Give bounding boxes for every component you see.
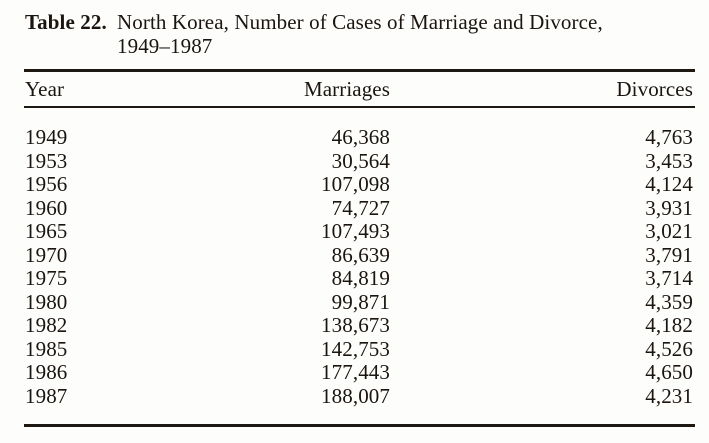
table-header-row: Year Marriages Divorces (24, 70, 695, 108)
marriages-cell: 30,564 (331, 148, 390, 173)
year-cell: 1965 (25, 219, 68, 243)
year-cell: 1949 (25, 125, 68, 149)
marriages-cell: 46,368 (331, 125, 390, 149)
column-header-year: Year (24, 70, 134, 108)
divorces-cell: 4,763 (645, 125, 693, 149)
table-caption-title: North Korea, Number of Cases of Marriage… (117, 10, 603, 58)
table-caption: Table 22. North Korea, Number of Cases o… (25, 10, 603, 58)
marriages-cell: 107,098 (321, 172, 390, 196)
year-cell: 1960 (25, 195, 68, 220)
year-cell: 1987 (25, 383, 68, 408)
table-caption-title-line1: North Korea, Number of Cases of Marriage… (117, 10, 603, 34)
table-row: 1982 138,673 4,182 (24, 313, 695, 338)
marriages-cell: 84,819 (331, 266, 390, 290)
divorces-cell: 4,650 (645, 360, 693, 384)
column-header-marriages: Marriages (134, 70, 390, 108)
divorces-cell: 4,359 (645, 289, 693, 314)
year-cell: 1953 (25, 148, 68, 173)
marriages-cell: 177,443 (321, 360, 390, 384)
table-row: 1986 177,443 4,650 (24, 360, 695, 385)
table-row: 1965 107,493 3,021 (24, 219, 695, 244)
table-row: 1956 107,098 4,124 (24, 172, 695, 197)
divorces-cell: 3,453 (645, 148, 693, 173)
divorces-cell: 3,931 (645, 195, 693, 220)
table-row: 1970 86,639 3,791 (24, 242, 695, 268)
divorces-cell: 4,124 (645, 172, 693, 196)
year-cell: 1975 (25, 266, 68, 290)
year-cell: 1985 (25, 336, 68, 361)
table-row: 1987 188,007 4,231 (24, 383, 695, 426)
table-row: 1960 74,727 3,931 (24, 195, 695, 221)
year-cell: 1970 (25, 242, 68, 267)
table-row: 1985 142,753 4,526 (24, 336, 695, 362)
table-caption-title-line2: 1949–1987 (117, 34, 213, 58)
marriage-divorce-table: Year Marriages Divorces 1949 46,368 4,76… (24, 69, 695, 427)
year-cell: 1956 (25, 172, 68, 196)
table-caption-label: Table 22. (25, 10, 107, 34)
divorces-cell: 4,231 (645, 383, 693, 408)
marriages-cell: 138,673 (321, 313, 390, 337)
marriages-cell: 142,753 (321, 336, 390, 361)
divorces-cell: 3,791 (645, 242, 693, 267)
table-header: Year Marriages Divorces (24, 70, 695, 108)
divorces-cell: 4,182 (645, 313, 693, 337)
year-cell: 1986 (25, 360, 68, 384)
table-row: 1975 84,819 3,714 (24, 266, 695, 291)
table-row: 1980 99,871 4,359 (24, 289, 695, 315)
marriages-cell: 74,727 (331, 195, 390, 220)
column-header-divorces: Divorces (390, 70, 695, 108)
divorces-cell: 3,021 (645, 219, 693, 243)
divorces-cell: 4,526 (645, 336, 693, 361)
marriages-cell: 99,871 (331, 289, 390, 314)
year-cell: 1982 (25, 313, 68, 337)
table-row: 1953 30,564 3,453 (24, 148, 695, 174)
divorces-cell: 3,714 (645, 266, 693, 290)
marriages-cell: 107,493 (321, 219, 390, 243)
table-row: 1949 46,368 4,763 (24, 107, 695, 150)
marriages-cell: 188,007 (321, 383, 390, 408)
year-cell: 1980 (25, 289, 68, 314)
table-body: 1949 46,368 4,763 1953 30,564 3,453 1956… (24, 107, 695, 426)
marriages-cell: 86,639 (331, 242, 390, 267)
